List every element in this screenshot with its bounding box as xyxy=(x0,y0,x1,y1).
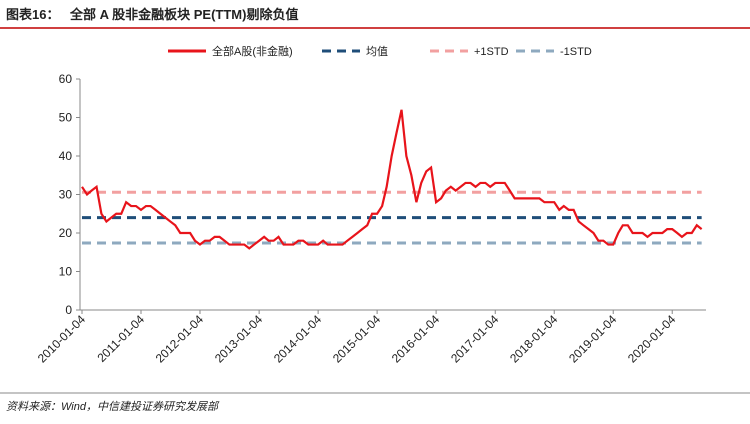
y-tick-label: 0 xyxy=(65,303,72,317)
x-tick-label: 2012-01-04 xyxy=(153,312,207,366)
source: 资料来源：Wind，中信建投证券研究发展部 xyxy=(6,400,220,413)
chart-title: 全部 A 股非金融板块 PE(TTM)剔除负值 xyxy=(69,7,298,22)
x-tick-label: 2010-01-04 xyxy=(35,312,89,366)
x-tick-label: 2020-01-04 xyxy=(625,312,679,366)
x-tick-label: 2015-01-04 xyxy=(330,312,384,366)
x-tick-label: 2013-01-04 xyxy=(212,312,266,366)
legend-label: +1STD xyxy=(474,46,509,58)
y-tick-label: 50 xyxy=(59,111,73,125)
x-tick-label: 2011-01-04 xyxy=(94,312,147,365)
x-tick-label: 2016-01-04 xyxy=(389,312,443,366)
x-tick-label: 2014-01-04 xyxy=(271,312,325,366)
x-tick-label: 2019-01-04 xyxy=(566,312,620,366)
y-tick-label: 30 xyxy=(59,188,73,202)
legend-label: 全部A股(非金融) xyxy=(212,44,293,58)
y-tick-label: 10 xyxy=(59,265,73,279)
legend-label: -1STD xyxy=(560,46,592,58)
x-tick-label: 2017-01-04 xyxy=(448,312,502,366)
figure-label: 图表16： xyxy=(6,7,59,22)
x-tick-label: 2018-01-04 xyxy=(507,312,561,366)
y-tick-label: 20 xyxy=(59,226,73,240)
y-tick-label: 40 xyxy=(59,149,73,163)
y-tick-label: 60 xyxy=(59,72,73,86)
series-line xyxy=(81,109,703,250)
legend-label: 均值 xyxy=(366,45,388,58)
